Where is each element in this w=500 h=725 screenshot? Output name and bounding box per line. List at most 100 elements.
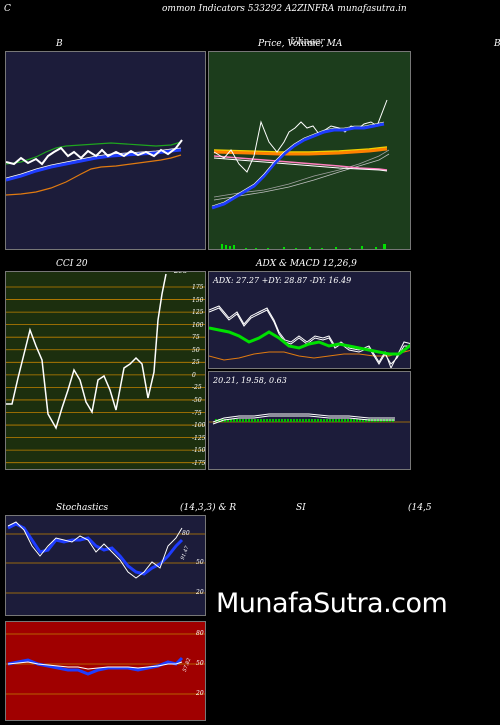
cci-tick-label: 25 [192,359,200,367]
adx-plus-di-2 [209,307,410,365]
macd-histogram-bar [233,419,235,422]
ma-line-pink [213,155,388,171]
stoch-d-line [7,522,184,576]
macd-histogram-bar [305,419,307,422]
macd-histogram-bar [236,419,238,422]
price-title-overlap: Ulinger [290,37,325,47]
cci-tick-label: 175 [192,284,204,291]
cci-gridlines [6,286,205,464]
macd-chart [209,413,410,425]
ma-line-yellow [213,146,388,153]
cci-tick-label: -25 [192,384,202,392]
stoch-tick-20: 20 [196,589,204,596]
macd-histogram-bar [350,419,352,422]
macd-histogram-bar [332,419,334,422]
rsi-chart [6,633,205,695]
price-chart [211,99,390,249]
cci-tick-label: -100 [192,422,206,430]
price-blue-ma-thin [211,121,385,207]
cci-title: CCI 20 [56,259,88,269]
cci-tick-label: -75 [192,409,202,417]
macd-histogram-bar [218,419,220,422]
adx-panel: ADX: 27.27 +DY: 28.87 -DY: 16.49 [208,271,411,369]
ma-line-grey1 [213,149,390,198]
macd-panel: 20.21, 19.58, 0.63 [208,371,411,470]
macd-histogram-bar [269,419,271,422]
macd-histogram-bar [296,419,298,422]
macd-readout: 20.21, 19.58, 0.63 [213,376,287,385]
macd-histogram-bar [341,419,343,422]
stochastics-panel: 80 50 20 91.47 [5,515,206,616]
macd-histogram-bar [254,419,256,422]
macd-histogram-bar [248,419,250,422]
macd-histogram-bar [323,419,325,422]
macd-histogram-bar [356,419,358,422]
stoch-tick-50: 50 [196,559,204,566]
ma-line-white [213,157,388,172]
macd-histogram-bar [224,419,226,422]
ma-line-orange [213,147,388,156]
macd-histogram-bar [275,419,277,422]
cci-current-value: 298 [174,271,188,275]
cci-panel: 298 175 150 125 100 75 50 25 0 -25 -50 -75 -100 -125… [5,271,206,470]
macd-histogram-bar [299,419,301,422]
ma-line-grey2 [213,153,390,201]
macd-histogram-bar [326,419,328,422]
cci-tick-label: 150 [192,296,204,304]
macd-histogram-bar [287,419,289,422]
rsi-panel: 80 50 20 57.82 [5,621,206,721]
stoch-tick-80: 80 [182,530,190,537]
bb-price-line [6,139,183,166]
macd-histogram-bar [245,419,247,422]
stoch-title: Stochastics [56,503,109,513]
stoch-k-line [7,521,183,579]
price-panel [208,51,411,250]
macd-histogram-bar [293,419,295,422]
header-letter: C [4,4,11,14]
macd-histogram-bar [320,419,322,422]
cci-tick-label: 100 [192,321,204,329]
macd-histogram-bar [242,419,244,422]
cci-tick-label: 125 [192,309,204,317]
cci-tick-label: -50 [192,396,202,404]
macd-histogram-bar [257,419,259,422]
bollinger-title: B [56,39,63,49]
adx-plus-di [209,305,410,368]
macd-histogram-bar [347,419,349,422]
adx-title: ADX & MACD 12,26,9 [256,259,357,269]
macd-histogram-bar [251,419,253,422]
macd-histogram-bar [314,419,316,422]
adx-readout: ADX: 27.27 +DY: 28.87 -DY: 16.49 [213,276,352,285]
macd-signal-line [212,415,395,425]
bb-lower-band [6,154,182,196]
macd-histogram-bar [338,419,340,422]
macd-histogram-bar [362,419,364,422]
cci-tick-label: -175 [192,459,206,467]
cci-tick-label: 0 [192,371,196,379]
rsi-tick-50: 50 [196,660,204,667]
macd-histogram-bar [227,419,229,422]
macd-histogram-bar [353,419,355,422]
bollinger-chart [6,139,183,196]
price-title: Price, Volume, MA [258,39,343,49]
macd-histogram-bar [284,419,286,422]
rsi-title: SI [296,503,306,513]
bb-upper-band [6,141,182,165]
macd-histogram-bar [278,419,280,422]
rsi-tick-20: 20 [196,690,204,697]
adx-line [209,326,410,356]
rsi-white-line [7,661,183,670]
macd-histogram-bar [308,419,310,422]
macd-histogram-bar [311,419,313,422]
price-blue-ma [211,122,385,210]
bollinger-panel [5,51,206,250]
macd-histogram-bar [263,419,265,422]
macd-histogram-bar [317,419,319,422]
macd-histogram-bar [266,419,268,422]
cci-tick-label: -125 [192,434,206,442]
rsi-tick-80: 80 [196,630,204,637]
price-close-line [213,99,388,173]
cci-chart [6,273,205,464]
stoch-title-params: (14,3,3) & R [180,503,237,513]
rsi-title-params: (14,5 [408,503,432,513]
